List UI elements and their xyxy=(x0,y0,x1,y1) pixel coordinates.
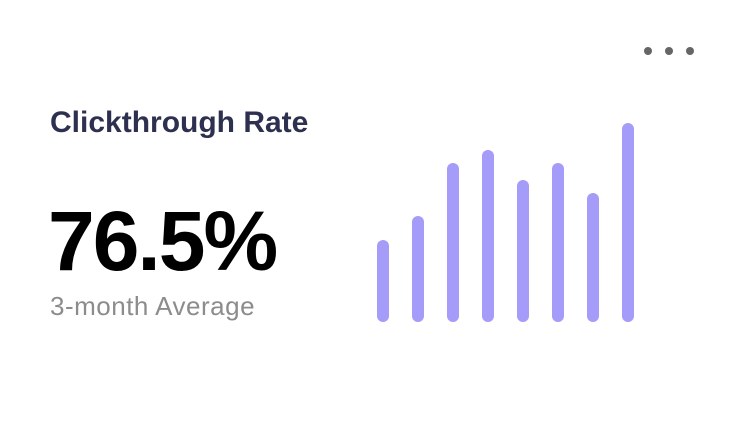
card-title: Clickthrough Rate xyxy=(50,106,308,139)
sparkline xyxy=(377,123,634,322)
bar xyxy=(377,240,389,322)
menu-dot xyxy=(644,47,652,55)
bar xyxy=(447,163,459,322)
menu-button[interactable] xyxy=(644,47,694,55)
bar xyxy=(622,123,634,322)
bar xyxy=(552,163,564,322)
bar xyxy=(482,150,494,322)
bar xyxy=(517,180,529,322)
metric-caption: 3-month Average xyxy=(50,291,255,321)
menu-dot xyxy=(686,47,694,55)
metric-value: 76.5% xyxy=(48,194,276,288)
bar xyxy=(587,193,599,322)
menu-dot xyxy=(665,47,673,55)
bar xyxy=(412,216,424,322)
